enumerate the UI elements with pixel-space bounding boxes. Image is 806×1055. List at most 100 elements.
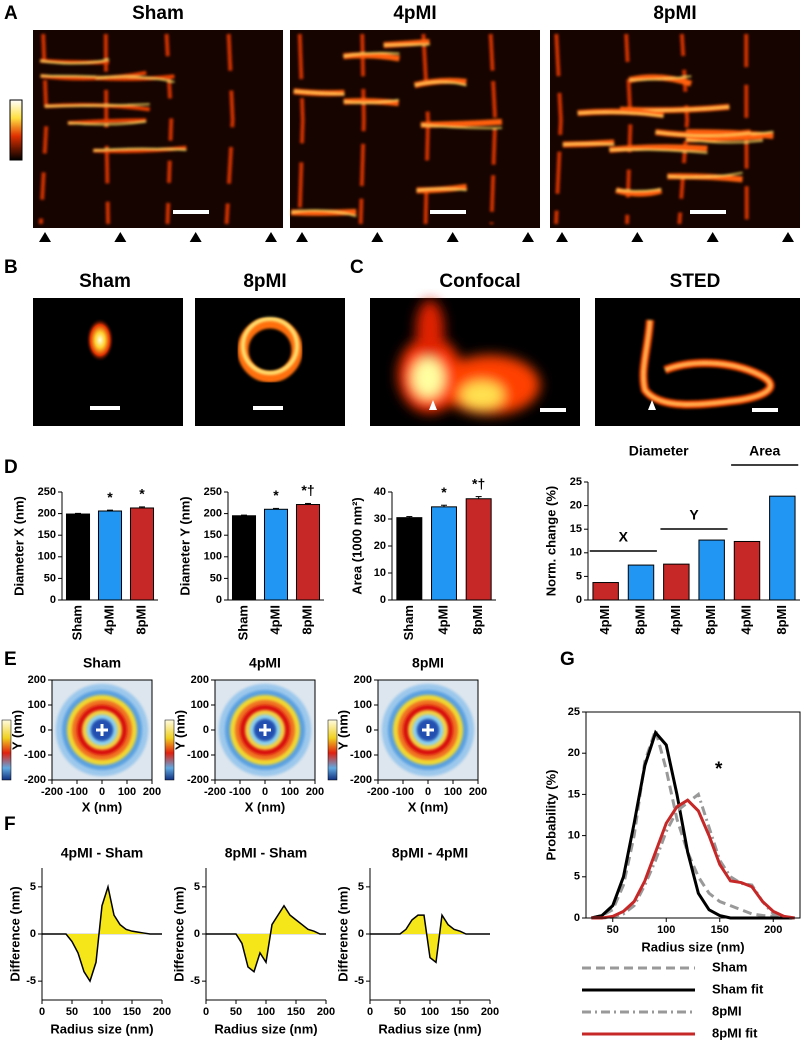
tubule <box>744 33 749 225</box>
x-tick-label: 200 <box>469 786 487 798</box>
bar <box>65 513 91 601</box>
y-tick-label: -200 <box>24 774 46 786</box>
tubule <box>95 74 175 81</box>
panel-label: E <box>4 649 17 670</box>
x-tick-label: 8pMI <box>470 605 485 635</box>
y-axis-label: Difference (nm) <box>171 886 186 981</box>
x-tick-label: 4pMI <box>435 605 450 635</box>
micrograph-ring <box>639 319 775 409</box>
y-tick-label: -100 <box>187 749 209 761</box>
y-tick-label: 5 <box>358 881 364 893</box>
tubule <box>358 33 366 225</box>
plot-frame <box>51 679 153 781</box>
bar <box>263 508 289 601</box>
y-tick-label: 25 <box>568 706 580 718</box>
tubule <box>609 148 708 154</box>
y-axis-label: Diameter Y (nm) <box>177 496 192 595</box>
colorbar <box>1 719 12 781</box>
x-tick-label: 0 <box>262 786 268 798</box>
x-tick-label: 200 <box>143 786 161 798</box>
tubule <box>95 75 175 83</box>
x-tick-label: 4pMI <box>101 605 116 635</box>
tubule <box>416 188 467 192</box>
x-tick-label: 8pMI <box>774 605 789 635</box>
micrograph <box>550 30 800 228</box>
y-tick-label: 5 <box>574 871 580 883</box>
x-tick-label: 100 <box>257 1006 275 1018</box>
y-tick-label: 200 <box>28 674 46 686</box>
y-axis-label: Diameter X (nm) <box>11 496 26 596</box>
arrowhead <box>706 232 719 242</box>
tubule <box>667 172 743 179</box>
y-tick-label: 100 <box>28 699 46 711</box>
x-tick-label: 200 <box>317 1006 335 1018</box>
y-tick-label: 0 <box>576 594 582 606</box>
scale-bar <box>90 406 120 410</box>
x-tick-label: 100 <box>657 924 675 936</box>
tubule <box>343 52 401 62</box>
chart-title: 8pMI - 4pMI <box>392 845 468 861</box>
y-tick-label: 10 <box>374 567 386 579</box>
arrowhead <box>556 232 568 242</box>
tubule <box>293 90 345 95</box>
micrograph-structure <box>38 33 235 225</box>
x-tick-label: 0 <box>99 786 105 798</box>
micrograph-structure <box>554 33 774 225</box>
y-tick-label: -5 <box>190 975 200 987</box>
x-tick-label: 0 <box>203 1006 209 1018</box>
significance-marker: * <box>139 486 145 502</box>
y-tick-label: 200 <box>191 674 209 686</box>
x-tick-label: -100 <box>229 786 251 798</box>
x-tick-label: 50 <box>394 1006 406 1018</box>
y-tick-label: 150 <box>204 529 222 541</box>
tubule <box>628 74 693 87</box>
x-tick-label: -200 <box>204 786 226 798</box>
micrograph-blob <box>398 300 540 415</box>
tubule <box>224 33 235 225</box>
y-tick-label: 5 <box>576 570 582 582</box>
y-tick-label: 100 <box>38 551 56 563</box>
tubule <box>93 147 187 152</box>
group-label: Area <box>749 443 780 459</box>
group-label: X <box>619 529 629 545</box>
tubule <box>297 33 305 225</box>
arrowhead <box>446 232 459 242</box>
y-tick-label: 20 <box>570 500 582 512</box>
micrograph <box>33 298 183 426</box>
arrowhead <box>631 232 644 242</box>
arrowhead <box>39 232 51 242</box>
x-tick-label: 50 <box>607 924 619 936</box>
bar <box>396 517 423 601</box>
tubule <box>290 208 357 216</box>
y-tick-label: 10 <box>570 547 582 559</box>
chart-title: 8pMI - Sham <box>225 845 307 861</box>
x-tick-label: 0 <box>425 786 431 798</box>
tubule <box>67 118 147 125</box>
y-tick-label: 15 <box>568 788 580 800</box>
significance-marker: * <box>441 484 447 500</box>
bar <box>231 515 257 601</box>
y-tick-label: 10 <box>568 830 580 842</box>
bar <box>592 582 619 601</box>
x-tick-label: -200 <box>41 786 63 798</box>
arrowhead <box>189 232 202 242</box>
y-axis-label: Y (nm) <box>335 710 350 750</box>
panel-label: B <box>4 257 18 278</box>
x-tick-label: 4pMI <box>738 605 753 635</box>
x-tick-label: 200 <box>481 1006 499 1018</box>
chart-title: 8pMI <box>412 655 444 671</box>
arrowhead <box>782 232 794 242</box>
y-tick-label: 100 <box>354 699 372 711</box>
difference-area <box>206 905 326 972</box>
scale-bar <box>540 408 566 412</box>
x-axis-label: Radius size (nm) <box>214 1021 317 1036</box>
tubule <box>624 33 633 225</box>
tubule <box>44 103 150 108</box>
plot-frame <box>214 679 316 781</box>
y-tick-label: 0 <box>380 594 386 606</box>
scale-bar <box>430 210 466 214</box>
y-axis-label: Y (nm) <box>172 710 187 750</box>
x-tick-label: -100 <box>392 786 414 798</box>
tubule <box>38 33 49 225</box>
